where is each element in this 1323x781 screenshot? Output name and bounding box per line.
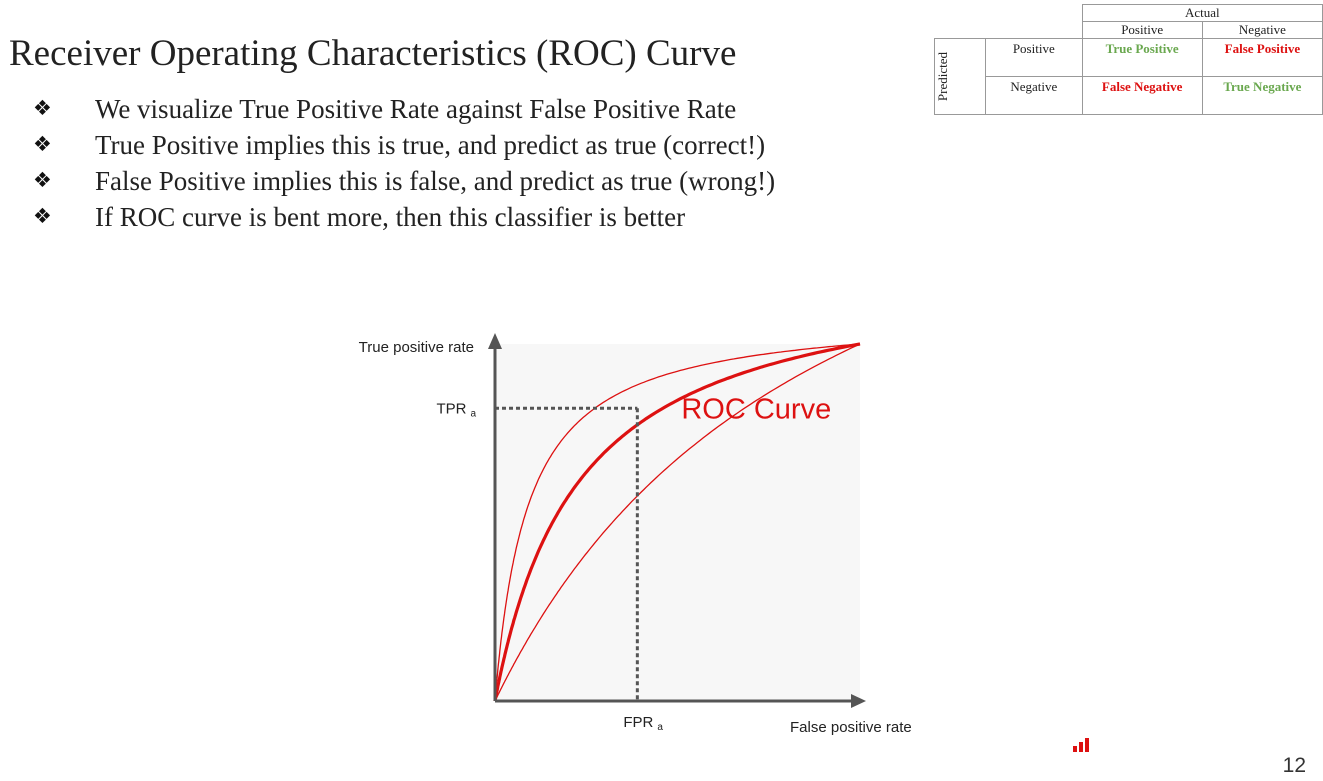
fpr-label: FPR a bbox=[623, 714, 663, 733]
cell-false-positive: False Positive bbox=[1201, 38, 1323, 77]
diamond-bullet-icon: ❖ bbox=[33, 204, 52, 228]
plot-background bbox=[495, 344, 860, 701]
confusion-matrix: Actual Positive Negative Predicted Posit… bbox=[933, 4, 1323, 115]
bullet-text: We visualize True Positive Rate against … bbox=[95, 94, 737, 124]
bar-chart-logo-icon bbox=[1073, 738, 1089, 752]
bullet-text: If ROC curve is bent more, then this cla… bbox=[95, 202, 686, 232]
x-axis-arrow-icon bbox=[851, 694, 866, 708]
bullet-text: False Positive implies this is false, an… bbox=[95, 166, 776, 196]
row-header-negative: Negative bbox=[985, 76, 1083, 115]
x-axis-label: False positive rate bbox=[790, 719, 912, 736]
roc-curve-thin-lower bbox=[494, 343, 861, 702]
cell-true-negative: True Negative bbox=[1201, 76, 1323, 115]
y-axis-label: True positive rate bbox=[359, 339, 474, 356]
cell-false-negative: False Negative bbox=[1081, 76, 1203, 115]
roc-curve-thin-upper bbox=[494, 343, 861, 701]
roc-curve-roc bbox=[493, 342, 861, 702]
y-axis-arrow-icon bbox=[488, 333, 502, 349]
diamond-bullet-icon: ❖ bbox=[33, 168, 52, 192]
tpr-label: TPR a bbox=[436, 400, 476, 419]
diamond-bullet-icon: ❖ bbox=[33, 96, 52, 120]
col-header-negative: Negative bbox=[1201, 21, 1323, 39]
actual-header: Actual bbox=[1081, 4, 1323, 22]
page-title: Receiver Operating Characteristics (ROC)… bbox=[9, 33, 737, 74]
roc-curve-label: ROC Curve bbox=[681, 393, 831, 425]
roc-curves bbox=[493, 342, 861, 702]
page-number: 12 bbox=[1282, 754, 1306, 777]
diamond-bullet-icon: ❖ bbox=[33, 132, 52, 156]
bullet-text: True Positive implies this is true, and … bbox=[95, 130, 766, 160]
cell-true-positive: True Positive bbox=[1081, 38, 1203, 77]
